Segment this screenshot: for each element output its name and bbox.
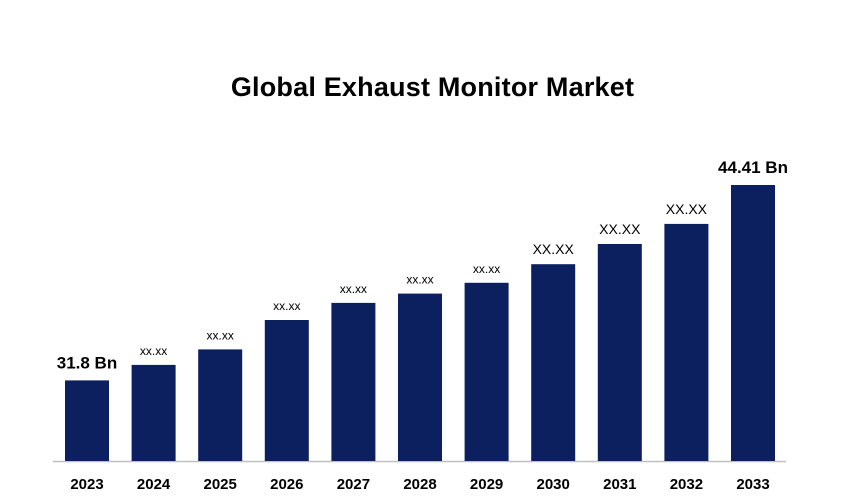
bar-2032: [664, 223, 709, 461]
x-tick-label-2031: 2031: [603, 476, 636, 493]
data-label-2030: XX.XX: [533, 241, 575, 257]
x-tick-label-2024: 2024: [137, 476, 171, 493]
x-tick-label-2030: 2030: [537, 476, 570, 493]
x-tick-label-2032: 2032: [670, 476, 703, 493]
data-label-2029: xx.xx: [473, 262, 500, 276]
data-label-2025: xx.xx: [207, 328, 234, 342]
data-label-2032: XX.XX: [666, 201, 708, 217]
bar-2029: [464, 282, 509, 461]
x-tick-label-2023: 2023: [70, 476, 103, 493]
bar-2031: [597, 244, 642, 461]
bar-2028: [398, 293, 442, 461]
x-tick-label-2029: 2029: [470, 476, 503, 493]
x-tick-label-2028: 2028: [403, 476, 436, 493]
bar-2026: [264, 320, 309, 461]
chart-title: Global Exhaust Monitor Market: [230, 72, 635, 102]
bar-2030: [531, 264, 576, 461]
data-label-2023: 31.8 Bn: [57, 353, 117, 372]
data-label-2031: XX.XX: [599, 221, 641, 237]
x-tick-label-2033: 2033: [736, 476, 769, 493]
x-tick-label-2026: 2026: [270, 476, 303, 493]
data-label-2028: xx.xx: [406, 273, 433, 287]
bar-2033: [731, 185, 775, 461]
bar-2027: [331, 302, 376, 461]
bar-2024: [131, 364, 176, 461]
data-label-2027: xx.xx: [340, 282, 367, 296]
data-label-2033: 44.41 Bn: [718, 158, 788, 177]
data-label-2024: xx.xx: [140, 344, 167, 358]
bar-2023: [65, 380, 109, 461]
bar-2025: [198, 349, 243, 461]
x-tick-label-2025: 2025: [204, 476, 237, 493]
x-tick-label-2027: 2027: [337, 476, 370, 493]
data-label-2026: xx.xx: [273, 299, 300, 313]
